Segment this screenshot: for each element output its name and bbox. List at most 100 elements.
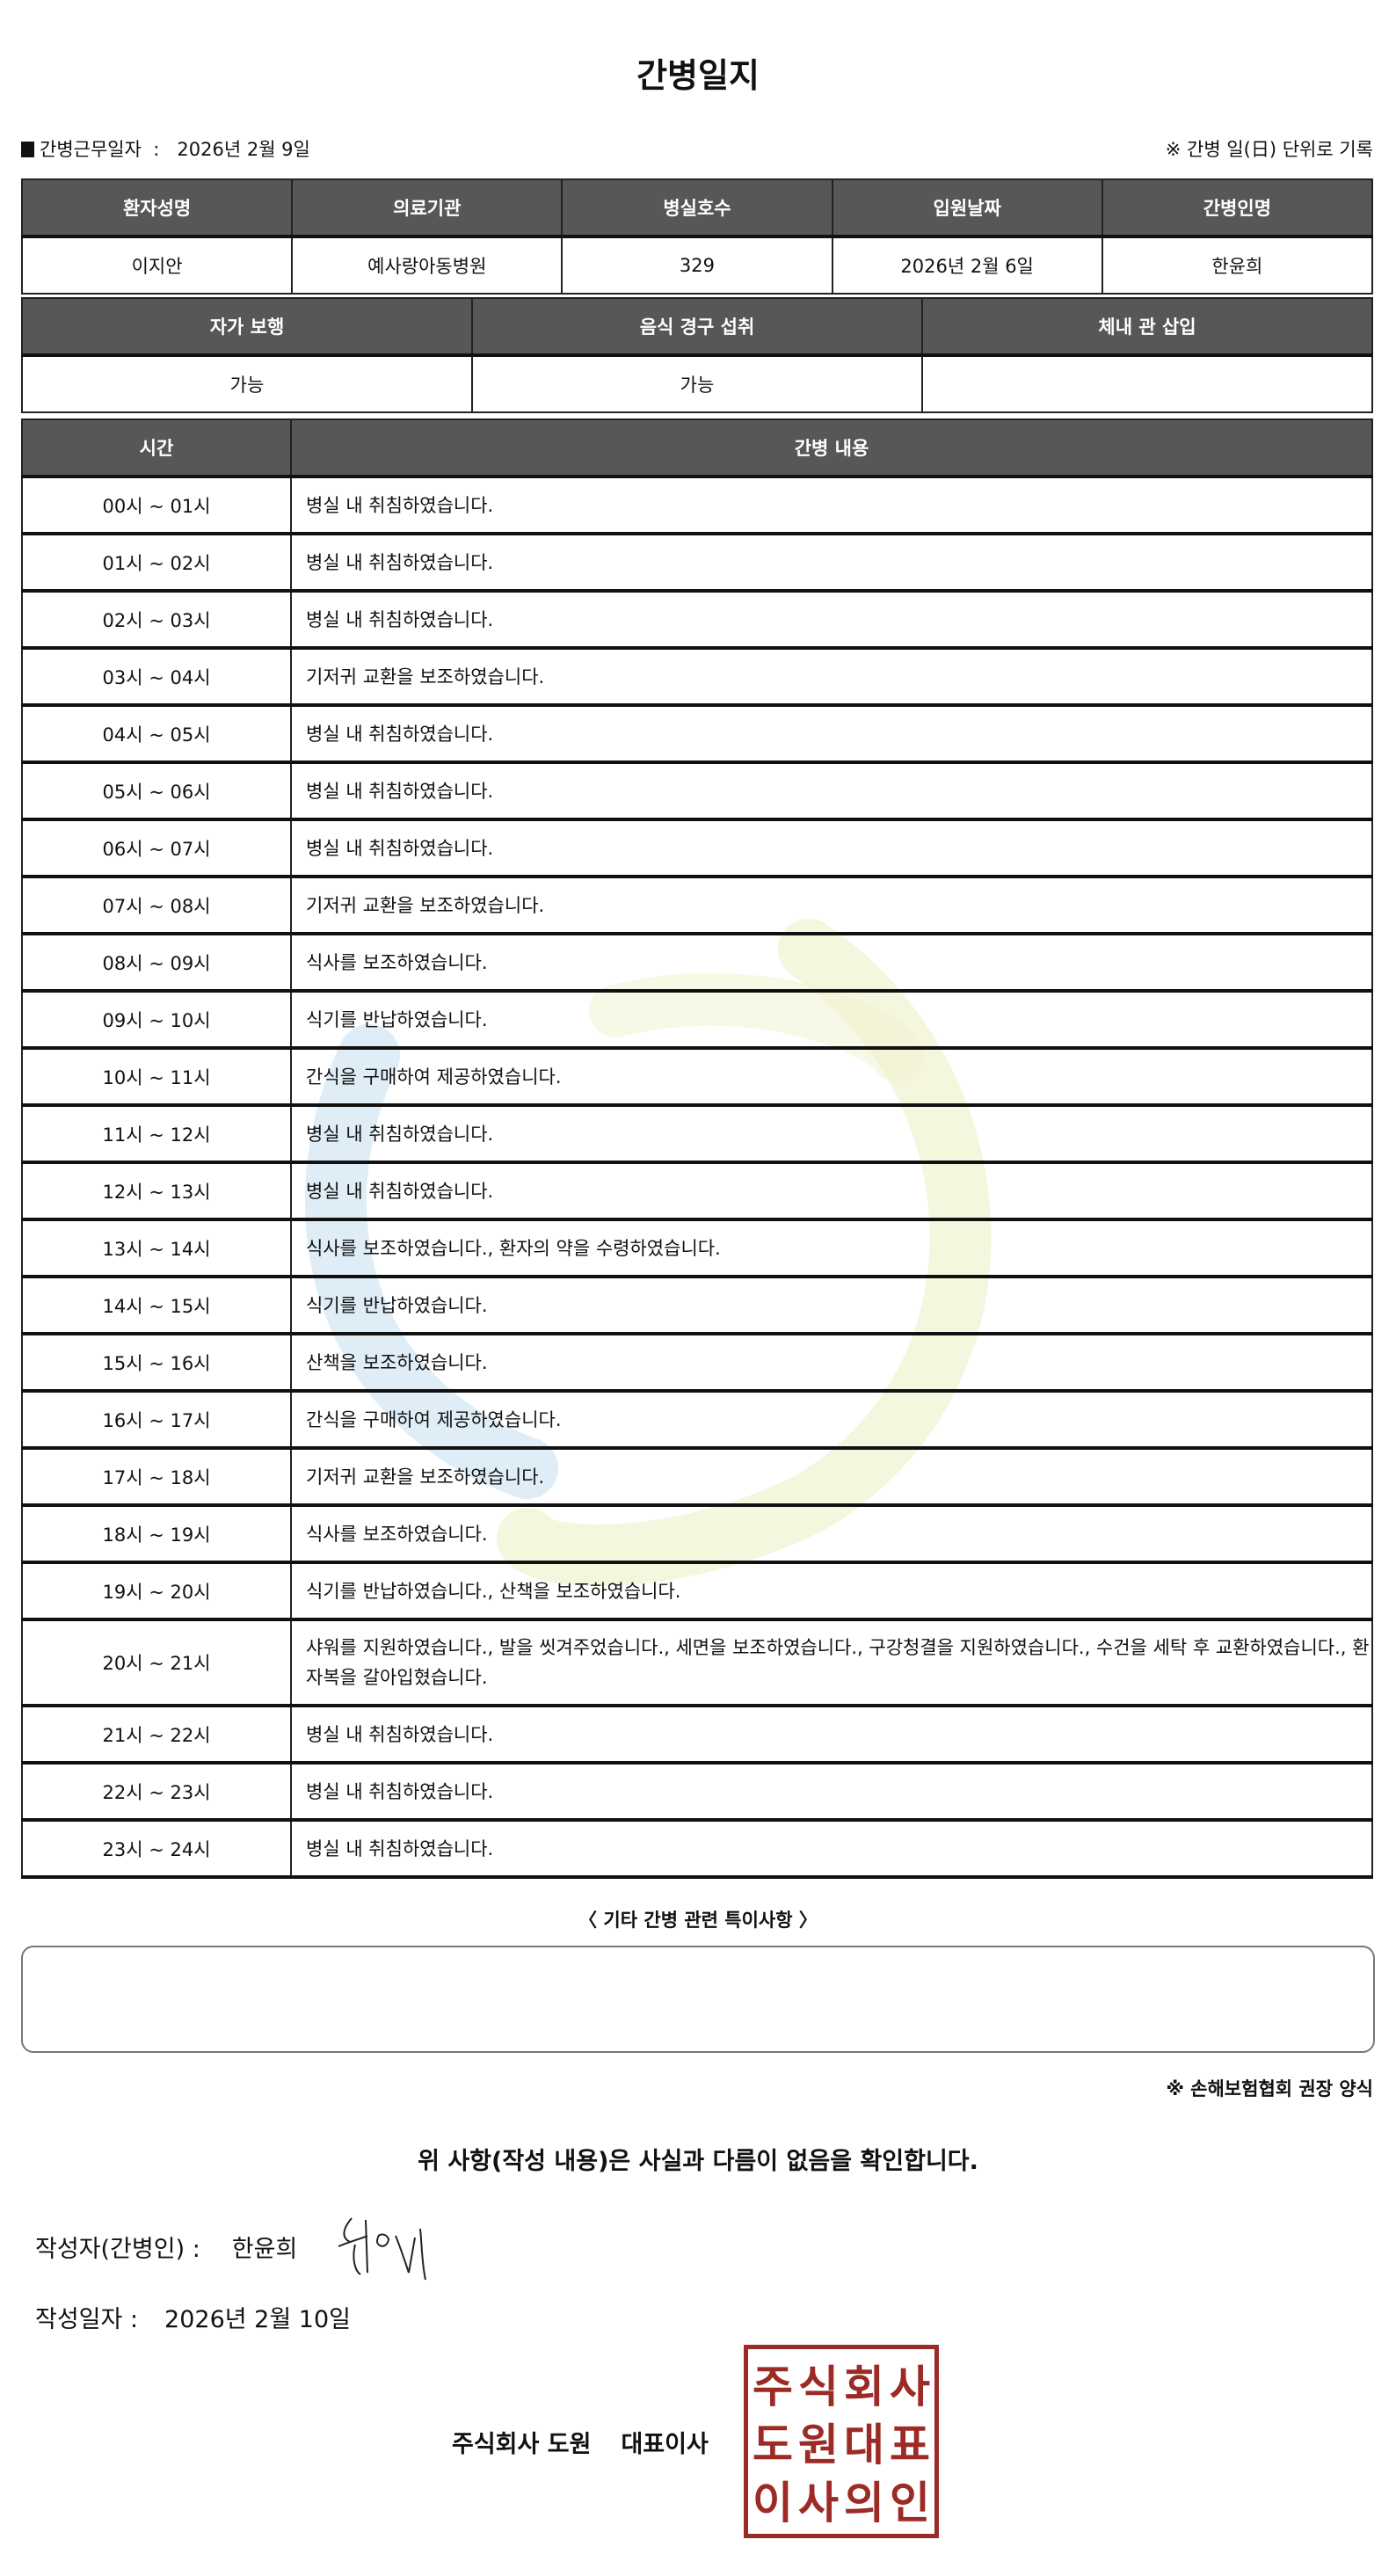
room-number: 329 [561,236,833,295]
caregiver-name: 한윤희 [1101,236,1374,295]
header-patient-name: 환자성명 [20,178,294,238]
header-admission-date: 입원날짜 [831,178,1103,238]
log-time: 15시 ~ 16시 [21,1333,292,1393]
log-content: 간식을 구매하여 제공하였습니다. [290,1390,1373,1450]
header-self-walking: 자가 보행 [21,297,473,357]
log-content: 병실 내 취침하였습니다. [290,819,1373,878]
log-row: 15시 ~ 16시 산책을 보조하였습니다. [21,1333,1373,1393]
log-content: 식기를 반납하였습니다. [290,1276,1373,1335]
log-row: 10시 ~ 11시 간식을 구매하여 제공하였습니다. [21,1047,1373,1107]
log-row: 17시 ~ 18시 기저귀 교환을 보조하였습니다. [21,1447,1373,1507]
log-content: 기저귀 교환을 보조하였습니다. [290,1447,1373,1507]
written-date-label: 작성일자 : [35,2306,139,2333]
log-row: 20시 ~ 21시 샤워를 지원하였습니다., 발을 씻겨주었습니다., 세면을 … [21,1619,1373,1707]
log-time: 13시 ~ 14시 [21,1219,292,1278]
seal-glyph: 주 [753,2361,793,2412]
log-row: 21시 ~ 22시 병실 내 취침하였습니다. [21,1705,1373,1765]
header-hospital: 의료기관 [291,178,563,238]
log-content: 병실 내 취침하였습니다. [290,1705,1373,1765]
seal-glyph: 도 [753,2420,793,2470]
log-row: 18시 ~ 19시 식사를 보조하였습니다. [21,1504,1373,1564]
log-content: 병실 내 취침하였습니다. [290,1762,1373,1822]
seal-glyph: 인 [890,2478,930,2529]
seal-glyph: 의 [844,2478,884,2529]
log-row: 07시 ~ 08시 기저귀 교환을 보조하였습니다. [21,876,1373,935]
log-row: 22시 ~ 23시 병실 내 취침하였습니다. [21,1762,1373,1822]
log-content: 기저귀 교환을 보조하였습니다. [290,647,1373,707]
log-content: 병실 내 취침하였습니다. [290,704,1373,764]
log-time: 11시 ~ 12시 [21,1104,292,1164]
log-content: 식기를 반납하였습니다., 산책을 보조하였습니다. [290,1561,1373,1621]
log-content: 식사를 보조하였습니다. [290,933,1373,993]
separator: : [153,139,160,160]
seal-glyph: 사 [890,2361,930,2412]
seal-glyph: 원 [798,2420,839,2470]
hospital: 예사랑아동병원 [291,236,563,295]
company-title: 대표이사 [621,2431,709,2458]
work-date-label: 간병근무일자 [40,139,142,160]
oral-intake: 가능 [471,354,923,413]
log-time: 10시 ~ 11시 [21,1047,292,1107]
log-content: 식기를 반납하였습니다. [290,990,1373,1050]
log-time: 16시 ~ 17시 [21,1390,292,1450]
log-row: 05시 ~ 06시 병실 내 취침하였습니다. [21,761,1373,821]
notes-title: 〈 기타 간병 관련 특이사항 〉 [578,1910,818,1931]
log-time: 14시 ~ 15시 [21,1276,292,1335]
log-row: 12시 ~ 13시 병실 내 취침하였습니다. [21,1161,1373,1221]
log-content: 병실 내 취침하였습니다. [290,590,1373,650]
status-table: 자가 보행 음식 경구 섭취 체내 관 삽입 가능 가능 [21,297,1373,413]
log-time: 07시 ~ 08시 [21,876,292,935]
confirm-statement: 위 사항(작성 내용)은 사실과 다름이 없음을 확인합니다. [418,2148,978,2175]
log-content: 기저귀 교환을 보조하였습니다. [290,876,1373,935]
header-oral-intake: 음식 경구 섭취 [471,297,923,357]
log-row: 23시 ~ 24시 병실 내 취침하였습니다. [21,1819,1373,1879]
log-content: 식사를 보조하였습니다., 환자의 약을 수령하였습니다. [290,1219,1373,1278]
log-time: 04시 ~ 05시 [21,704,292,764]
header-caregiver: 간병인명 [1101,178,1374,238]
seal-glyph: 표 [890,2420,930,2470]
log-time: 05시 ~ 06시 [21,761,292,821]
work-date-value: 2026년 2월 9일 [177,139,310,160]
log-row: 04시 ~ 05시 병실 내 취침하였습니다. [21,704,1373,764]
company-seal-icon: 주 식 회 사도 원 대 표이 사 의 인 [744,2345,939,2538]
written-date-value: 2026년 2월 10일 [164,2306,351,2333]
header-care-content: 간병 내용 [290,418,1373,478]
log-time: 08시 ~ 09시 [21,933,292,993]
header-room: 병실호수 [561,178,833,238]
writer: 작성자(간병인) : 한윤희 [35,2230,297,2264]
log-row: 14시 ~ 15시 식기를 반납하였습니다. [21,1276,1373,1335]
seal-glyph: 이 [753,2478,793,2529]
log-content: 산책을 보조하였습니다. [290,1333,1373,1393]
log-time: 22시 ~ 23시 [21,1762,292,1822]
care-log-table: 시간 간병 내용 00시 ~ 01시 병실 내 취침하였습니다. 01시 ~ 02시… [21,418,1373,1879]
seal-glyph: 사 [798,2478,839,2529]
log-time: 18시 ~ 19시 [21,1504,292,1564]
log-content: 병실 내 취침하였습니다. [290,761,1373,821]
page-title: 간병일지 [636,56,760,95]
written-date: 작성일자 : 2026년 2월 10일 [35,2300,351,2334]
log-row: 16시 ~ 17시 간식을 구매하여 제공하였습니다. [21,1390,1373,1450]
log-time: 21시 ~ 22시 [21,1705,292,1765]
log-content: 병실 내 취침하였습니다. [290,533,1373,593]
self-walking: 가능 [21,354,473,413]
log-content: 샤워를 지원하였습니다., 발을 씻겨주었습니다., 세면을 보조하였습니다.,… [290,1619,1373,1707]
company-name: 주식회사 도원 [452,2431,592,2458]
log-time: 23시 ~ 24시 [21,1819,292,1879]
log-time: 02시 ~ 03시 [21,590,292,650]
log-time: 20시 ~ 21시 [21,1619,292,1707]
unit-note: ※ 간병 일(日) 단위로 기록 [1165,139,1373,160]
admission-date: 2026년 2월 6일 [831,236,1103,295]
square-bullet-icon [21,142,34,157]
log-row: 01시 ~ 02시 병실 내 취침하였습니다. [21,533,1373,593]
log-row: 02시 ~ 03시 병실 내 취침하였습니다. [21,590,1373,650]
log-time: 01시 ~ 02시 [21,533,292,593]
log-time: 09시 ~ 10시 [21,990,292,1050]
log-time: 12시 ~ 13시 [21,1161,292,1221]
log-row: 13시 ~ 14시 식사를 보조하였습니다., 환자의 약을 수령하였습니다. [21,1219,1373,1278]
log-row: 09시 ~ 10시 식기를 반납하였습니다. [21,990,1373,1050]
seal-glyph: 대 [844,2420,884,2470]
log-row: 08시 ~ 09시 식사를 보조하였습니다. [21,933,1373,993]
log-time: 17시 ~ 18시 [21,1447,292,1507]
form-note: ※ 손해보험협회 권장 양식 [1166,2078,1373,2099]
log-time: 00시 ~ 01시 [21,476,292,535]
